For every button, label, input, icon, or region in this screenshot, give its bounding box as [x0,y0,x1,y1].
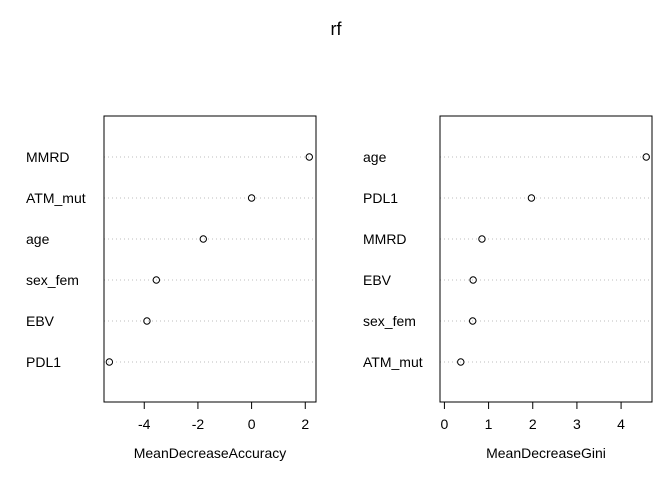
gini-x-tick-label: 0 [441,416,449,432]
accuracy-panel-frame [103,115,317,403]
accuracy-point [143,317,151,325]
chart-title: rf [331,19,343,39]
accuracy-category-label: PDL1 [26,354,61,370]
accuracy-point [199,235,207,243]
gini-point [468,317,477,325]
gini-category-label: sex_fem [363,313,416,329]
accuracy-category-label: EBV [26,313,55,329]
gini-x-tick-label: 1 [485,416,493,432]
accuracy-point [105,358,114,366]
gini-point [527,194,536,202]
gini-point [457,358,465,366]
accuracy-x-tick-label: -4 [138,416,151,432]
accuracy-x-tick-label: -2 [192,416,205,432]
accuracy-point [247,194,256,202]
gini-x-tick-label: 2 [529,416,537,432]
accuracy-x-axis-label: MeanDecreaseAccuracy [134,445,287,461]
accuracy-point [305,153,313,161]
accuracy-category-label: ATM_mut [26,190,86,206]
gini-category-label: age [363,149,387,165]
gini-point [642,153,650,161]
gini-category-label: EBV [363,272,392,288]
accuracy-x-tick-label: 2 [301,416,309,432]
gini-x-tick-label: 3 [573,416,581,432]
accuracy-x-tick-label: 0 [248,416,256,432]
gini-point [478,235,486,243]
accuracy-category-label: MMRD [26,149,70,165]
accuracy-category-label: age [26,231,50,247]
gini-x-tick-label: 4 [617,416,625,432]
gini-point [469,276,477,284]
gini-panel-frame [439,115,653,403]
accuracy-category-label: sex_fem [26,272,79,288]
gini-category-label: ATM_mut [363,354,423,370]
gini-category-label: PDL1 [363,190,398,206]
gini-category-label: MMRD [363,231,407,247]
accuracy-point [152,276,161,284]
gini-x-axis-label: MeanDecreaseGini [486,445,606,461]
